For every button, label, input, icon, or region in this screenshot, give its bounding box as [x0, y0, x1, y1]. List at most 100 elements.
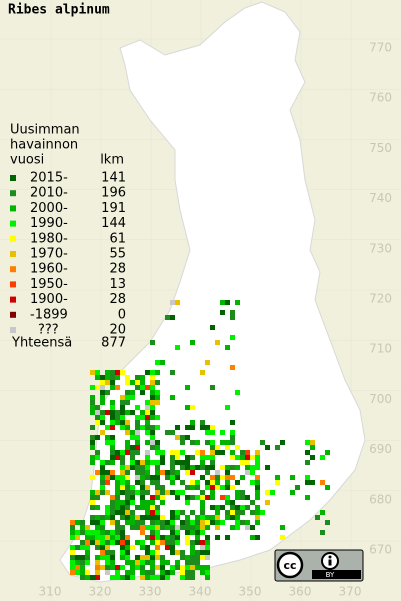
occurrence-square — [90, 435, 95, 440]
occurrence-square — [185, 530, 190, 535]
occurrence-square — [145, 485, 150, 490]
occurrence-square — [150, 395, 155, 400]
occurrence-square — [110, 435, 115, 440]
occurrence-square — [135, 375, 140, 380]
occurrence-square — [205, 515, 210, 520]
occurrence-square — [235, 525, 240, 530]
x-tick-label: 350 — [239, 585, 262, 599]
occurrence-square — [190, 540, 195, 545]
occurrence-square — [220, 485, 225, 490]
occurrence-square — [75, 555, 80, 560]
occurrence-square — [70, 535, 75, 540]
occurrence-square — [150, 540, 155, 545]
occurrence-square — [190, 485, 195, 490]
occurrence-square — [95, 405, 100, 410]
occurrence-square — [180, 510, 185, 515]
occurrence-square — [95, 540, 100, 545]
occurrence-square — [190, 565, 195, 570]
legend-count: 13 — [109, 277, 126, 292]
occurrence-square — [150, 370, 155, 375]
occurrence-square — [115, 530, 120, 535]
occurrence-square — [125, 550, 130, 555]
occurrence-square — [165, 520, 170, 525]
occurrence-square — [110, 530, 115, 535]
occurrence-square — [165, 540, 170, 545]
occurrence-square — [120, 460, 125, 465]
occurrence-square — [95, 455, 100, 460]
occurrence-square — [70, 560, 75, 565]
occurrence-square — [175, 455, 180, 460]
occurrence-square — [105, 425, 110, 430]
occurrence-square — [190, 555, 195, 560]
occurrence-square — [160, 500, 165, 505]
occurrence-square — [155, 520, 160, 525]
occurrence-square — [110, 535, 115, 540]
occurrence-square — [95, 570, 100, 575]
occurrence-square — [110, 500, 115, 505]
occurrence-square — [130, 465, 135, 470]
occurrence-square — [190, 480, 195, 485]
occurrence-square — [105, 545, 110, 550]
occurrence-square — [155, 370, 160, 375]
occurrence-square — [80, 525, 85, 530]
y-tick-label: 690 — [369, 442, 392, 456]
legend-count: 191 — [101, 201, 126, 216]
occurrence-square — [80, 560, 85, 565]
legend-count: 0 — [118, 307, 126, 322]
occurrence-square — [175, 540, 180, 545]
occurrence-square — [200, 540, 205, 545]
occurrence-square — [220, 495, 225, 500]
occurrence-square — [190, 570, 195, 575]
occurrence-square — [200, 465, 205, 470]
occurrence-square — [185, 520, 190, 525]
occurrence-square — [95, 515, 100, 520]
occurrence-square — [155, 465, 160, 470]
occurrence-square — [125, 495, 130, 500]
occurrence-square — [95, 490, 100, 495]
occurrence-square — [80, 530, 85, 535]
occurrence-square — [100, 515, 105, 520]
occurrence-square — [120, 505, 125, 510]
occurrence-square — [230, 525, 235, 530]
occurrence-square — [145, 475, 150, 480]
occurrence-square — [155, 565, 160, 570]
occurrence-square — [150, 515, 155, 520]
occurrence-square — [110, 400, 115, 405]
legend-heading: Uusimman — [10, 123, 80, 138]
occurrence-square — [105, 535, 110, 540]
occurrence-square — [180, 435, 185, 440]
y-tick-label: 670 — [369, 543, 392, 557]
occurrence-square — [130, 570, 135, 575]
occurrence-square — [95, 385, 100, 390]
occurrence-square — [150, 390, 155, 395]
occurrence-square — [145, 455, 150, 460]
occurrence-square — [130, 495, 135, 500]
occurrence-square — [120, 540, 125, 545]
occurrence-square — [190, 545, 195, 550]
occurrence-square — [230, 450, 235, 455]
occurrence-square — [200, 505, 205, 510]
occurrence-square — [80, 555, 85, 560]
occurrence-square — [140, 560, 145, 565]
occurrence-square — [280, 535, 285, 540]
occurrence-square — [310, 445, 315, 450]
occurrence-square — [160, 515, 165, 520]
occurrence-square — [135, 555, 140, 560]
occurrence-square — [150, 475, 155, 480]
legend-swatch — [10, 235, 16, 242]
occurrence-square — [145, 490, 150, 495]
occurrence-square — [210, 475, 215, 480]
occurrence-square — [150, 435, 155, 440]
occurrence-square — [195, 465, 200, 470]
occurrence-square — [85, 550, 90, 555]
occurrence-square — [95, 410, 100, 415]
occurrence-square — [135, 445, 140, 450]
occurrence-square — [180, 565, 185, 570]
occurrence-square — [135, 430, 140, 435]
occurrence-square — [90, 370, 95, 375]
occurrence-square — [200, 555, 205, 560]
occurrence-square — [185, 485, 190, 490]
occurrence-square — [190, 405, 195, 410]
occurrence-square — [180, 525, 185, 530]
